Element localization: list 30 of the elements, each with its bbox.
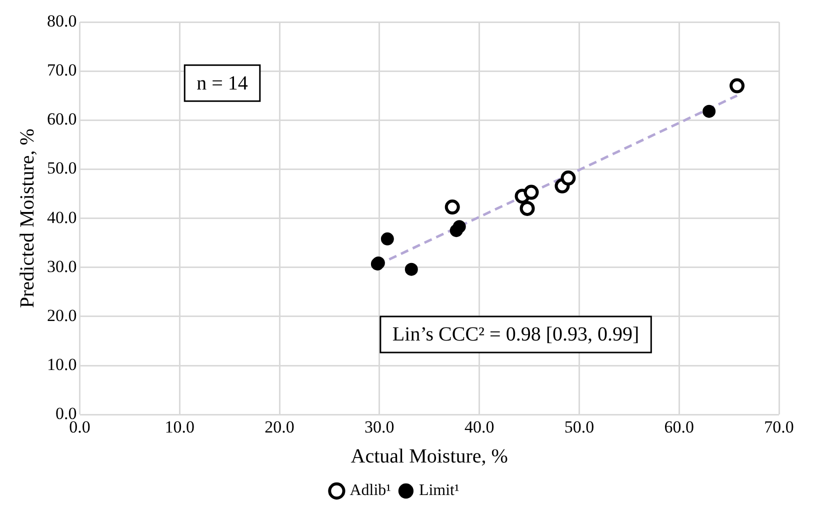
point xyxy=(524,184,539,200)
point xyxy=(404,262,418,276)
point xyxy=(380,232,394,246)
point xyxy=(452,220,466,234)
legend-label: Adlib¹ xyxy=(350,482,392,500)
x-axis-title: Actual Moisture, % xyxy=(350,445,508,468)
legend-label: Limit¹ xyxy=(418,482,460,500)
x-tick-label: 40.0 xyxy=(464,417,494,436)
point xyxy=(702,104,716,118)
y-tick-label: 60.0 xyxy=(47,110,77,129)
y-axis-title: Predicted Moisture, % xyxy=(16,128,38,308)
x-tick-label: 70.0 xyxy=(764,417,794,436)
x-tick-label: 60.0 xyxy=(664,417,694,436)
point xyxy=(444,200,460,215)
y-tick-label: 70.0 xyxy=(47,60,77,80)
annotation: Lin’s CCC² = 0.98 [0.93, 0.99] xyxy=(392,324,640,346)
y-tick-label: 40.0 xyxy=(47,208,77,227)
y-tick-label: 10.0 xyxy=(47,354,77,374)
x-tick-label: 50.0 xyxy=(564,417,594,436)
point xyxy=(560,170,576,186)
y-tick-label: 80.0 xyxy=(47,11,77,30)
y-tick-label: 30.0 xyxy=(47,256,77,276)
y-tick-label: 50.0 xyxy=(47,158,77,178)
point xyxy=(730,78,745,94)
point xyxy=(520,200,535,216)
y-tick-label: 20.0 xyxy=(47,306,77,325)
annotation: n = 14 xyxy=(196,72,248,94)
x-tick-label: 10.0 xyxy=(164,417,195,436)
x-tick-label: 30.0 xyxy=(364,417,394,436)
x-tick-label: 20.0 xyxy=(264,417,294,436)
